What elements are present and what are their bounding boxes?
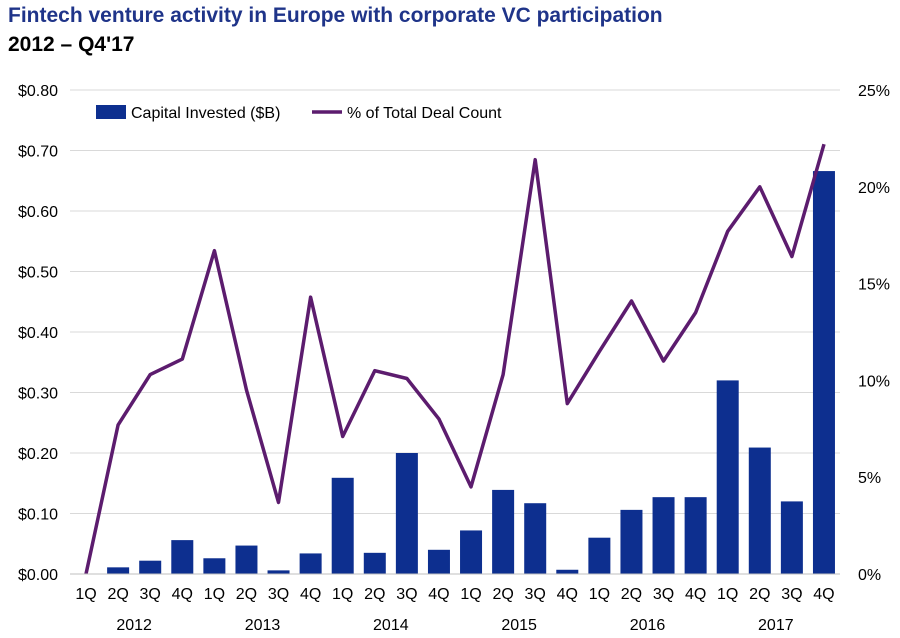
deal-count-line [84, 143, 826, 575]
y2-tick-label: 15% [858, 277, 890, 294]
x-tick-label: 4Q [428, 586, 449, 603]
bar [363, 552, 386, 574]
y-tick-label: $0.40 [18, 325, 58, 342]
x-tick-label: 1Q [717, 586, 738, 603]
x-tick-label: 3Q [781, 586, 802, 603]
x-tick-label: 2Q [621, 586, 642, 603]
year-label: 2013 [245, 617, 281, 634]
year-label: 2012 [116, 617, 152, 634]
y-tick-label: $0.20 [18, 446, 58, 463]
bar [812, 171, 835, 574]
bar [427, 549, 450, 574]
x-tick-label: 4Q [813, 586, 834, 603]
bar-series [107, 171, 835, 574]
bar [492, 489, 515, 574]
bar [716, 380, 739, 574]
x-tick-label: 1Q [204, 586, 225, 603]
x-tick-label: 1Q [75, 586, 96, 603]
year-label: 2014 [373, 617, 409, 634]
y-tick-label: $0.70 [18, 144, 58, 161]
y-tick-label: $0.10 [18, 507, 58, 524]
bar [748, 447, 771, 574]
chart-subtitle: 2012 – Q4'17 [8, 33, 135, 56]
y2-tick-label: 0% [858, 567, 881, 584]
axes: $0.00 $0.10 $0.20 $0.30 $0.40 $0.50 $0.60 $0.70… [18, 83, 890, 634]
year-label: 2017 [758, 617, 794, 634]
gridlines [70, 89, 840, 514]
x-tick-label: 4Q [557, 586, 578, 603]
bar [267, 570, 290, 574]
x-tick-label: 2Q [492, 586, 513, 603]
bar [139, 560, 162, 574]
x-tick-label: 4Q [685, 586, 706, 603]
bar [107, 567, 130, 574]
bar [235, 545, 258, 574]
legend-swatch-capital [96, 105, 126, 119]
x-tick-label: 3Q [396, 586, 417, 603]
y-tick-label: $0.30 [18, 386, 58, 403]
x-tick-label: 1Q [460, 586, 481, 603]
x-tick-label: 2Q [749, 586, 770, 603]
bar [171, 540, 194, 574]
y2-tick-label: 5% [858, 470, 881, 487]
x-tick-label: 4Q [300, 586, 321, 603]
x-tick-label: 1Q [332, 586, 353, 603]
y-tick-label: $0.80 [18, 83, 58, 100]
y2-tick-label: 25% [858, 83, 890, 100]
legend-label-capital: Capital Invested ($B) [131, 105, 280, 122]
x-tick-label: 3Q [268, 586, 289, 603]
x-tick-label: 1Q [589, 586, 610, 603]
bar [588, 537, 611, 574]
year-label: 2016 [630, 617, 666, 634]
x-tick-label: 2Q [364, 586, 385, 603]
y-tick-label: $0.50 [18, 265, 58, 282]
x-tick-label: 2Q [107, 586, 128, 603]
year-label: 2015 [501, 617, 537, 634]
x-tick-label: 2Q [236, 586, 257, 603]
chart-title: Fintech venture activity in Europe with … [8, 4, 663, 27]
bar [331, 477, 354, 574]
bar [780, 501, 803, 574]
y2-tick-label: 20% [858, 180, 890, 197]
y2-tick-label: 10% [858, 373, 890, 390]
legend-label-deal-count: % of Total Deal Count [347, 105, 502, 122]
line-series [84, 143, 826, 575]
y-tick-label: $0.60 [18, 204, 58, 221]
bar [395, 453, 418, 574]
bar [460, 530, 483, 574]
bar [652, 497, 675, 574]
legend: Capital Invested ($B) % of Total Deal Co… [96, 105, 502, 122]
bar [556, 569, 579, 574]
bar [299, 553, 322, 574]
bar [620, 509, 643, 574]
y-tick-label: $0.00 [18, 567, 58, 584]
x-tick-label: 3Q [525, 586, 546, 603]
bar [524, 503, 547, 574]
bar [203, 558, 226, 574]
bar [684, 497, 707, 574]
x-tick-label: 3Q [653, 586, 674, 603]
x-tick-label: 3Q [140, 586, 161, 603]
x-tick-label: 4Q [172, 586, 193, 603]
